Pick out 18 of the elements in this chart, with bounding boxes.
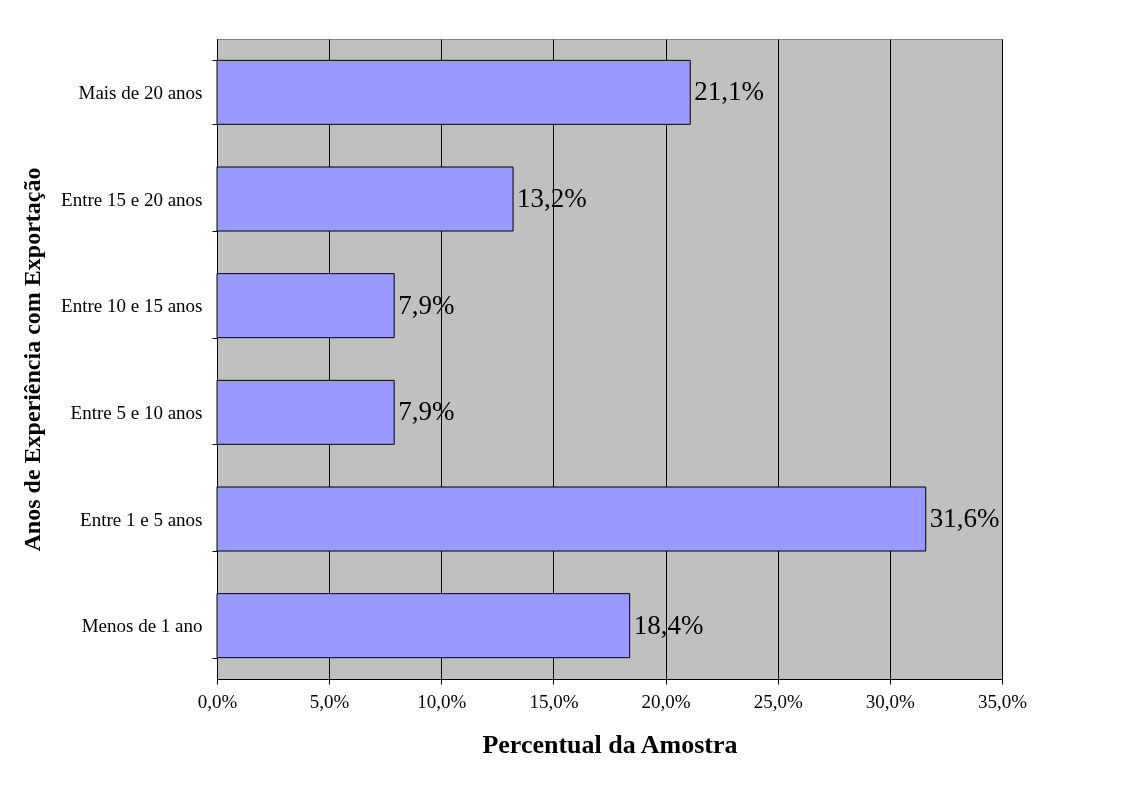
- y-tick-label: Entre 10 e 15 anos: [61, 295, 203, 317]
- y-tick-label: Menos de 1 ano: [81, 615, 203, 637]
- x-tick-label: 10,0%: [417, 690, 467, 712]
- y-tick-label: Entre 15 e 20 anos: [61, 188, 203, 210]
- x-tick-label: 35,0%: [977, 690, 1028, 712]
- data-label: 21,1%: [694, 76, 764, 107]
- x-tick-label: 25,0%: [753, 690, 803, 712]
- data-label: 31,6%: [929, 503, 1000, 533]
- y-axis-title: Anos de Experiência com Exportação: [19, 167, 46, 552]
- y-tick-label: Mais de 20 anos: [78, 81, 203, 103]
- x-tick-label: 20,0%: [641, 690, 691, 712]
- y-tick-label: Entre 5 e 10 anos: [70, 401, 203, 423]
- x-axis-title: Percentual da Amostra: [482, 729, 738, 759]
- x-tick-label: 15,0%: [529, 690, 579, 712]
- x-tick-label: 0,0%: [197, 690, 238, 712]
- x-tick-label: 30,0%: [865, 690, 916, 712]
- y-tick-label: Entre 1 e 5 anos: [80, 508, 203, 530]
- x-tick-label: 5,0%: [309, 690, 350, 712]
